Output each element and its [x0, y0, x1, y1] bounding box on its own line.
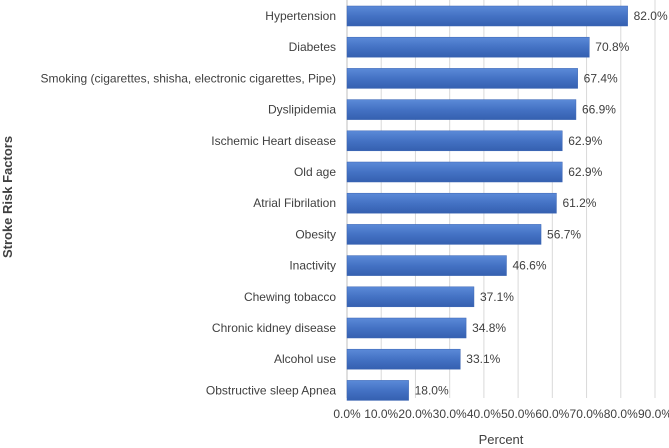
category-label: Chewing tobacco	[244, 290, 336, 304]
bar	[346, 348, 461, 370]
category-label: Hypertension	[265, 9, 336, 23]
y-axis-title: Stroke Risk Factors	[0, 136, 15, 258]
value-label: 46.6%	[512, 259, 546, 273]
value-label: 56.7%	[547, 227, 581, 241]
bar	[346, 36, 590, 58]
bar	[346, 68, 578, 89]
value-label: 67.4%	[584, 71, 618, 85]
x-tick-label: 90.0%	[638, 407, 669, 421]
value-label: 62.9%	[568, 165, 602, 179]
value-label: 70.8%	[595, 40, 629, 54]
bar	[346, 286, 475, 308]
category-label: Dyslipidemia	[268, 103, 336, 117]
x-tick-labels: 0.0% 10.0% 20.0% 30.0% 40.0% 50.0% 60.0% 70.0% 8…	[333, 407, 669, 421]
category-labels: Hypertension Diabetes Smoking (cigarettes,…	[41, 9, 337, 397]
bar	[346, 161, 563, 183]
x-tick-label: 0.0%	[333, 407, 361, 421]
x-tick-label: 70.0%	[570, 407, 604, 421]
value-labels: 82.0% 70.8% 67.4% 66.9% 62.9% 62.9% 61.2% 56.7%…	[415, 9, 668, 397]
category-label: Ischemic Heart disease	[211, 134, 336, 148]
value-label: 62.9%	[568, 134, 602, 148]
x-tick-label: 30.0%	[433, 407, 467, 421]
x-tick-label: 10.0%	[364, 407, 398, 421]
bar	[346, 380, 409, 401]
bars	[346, 5, 628, 401]
bar	[346, 130, 563, 152]
bar	[346, 255, 507, 276]
bar	[346, 99, 577, 120]
category-label: Obstructive sleep Apnea	[206, 383, 336, 397]
value-label: 61.2%	[562, 196, 596, 210]
category-label: Atrial Fibrilation	[253, 196, 336, 210]
value-label: 66.9%	[582, 103, 616, 117]
x-tick-label: 60.0%	[535, 407, 569, 421]
category-label: Smoking (cigarettes, shisha, electronic …	[41, 71, 336, 85]
x-tick-label: 80.0%	[604, 407, 638, 421]
value-label: 18.0%	[415, 383, 449, 397]
category-label: Inactivity	[289, 259, 336, 273]
value-label: 37.1%	[480, 290, 514, 304]
value-label: 33.1%	[466, 352, 500, 366]
bar	[346, 317, 467, 339]
x-tick-label: 50.0%	[501, 407, 535, 421]
x-tick-label: 20.0%	[398, 407, 432, 421]
bar	[346, 192, 557, 214]
category-label: Chronic kidney disease	[212, 321, 336, 335]
category-label: Alcohol use	[274, 352, 336, 366]
value-label: 82.0%	[634, 9, 668, 23]
bar	[346, 5, 628, 27]
value-label: 34.8%	[472, 321, 506, 335]
x-tick-label: 40.0%	[467, 407, 501, 421]
category-label: Obesity	[295, 227, 336, 241]
x-axis-title: Percent	[479, 432, 524, 447]
category-label: Old age	[294, 165, 336, 179]
category-label: Diabetes	[289, 40, 336, 54]
bar	[346, 224, 542, 245]
